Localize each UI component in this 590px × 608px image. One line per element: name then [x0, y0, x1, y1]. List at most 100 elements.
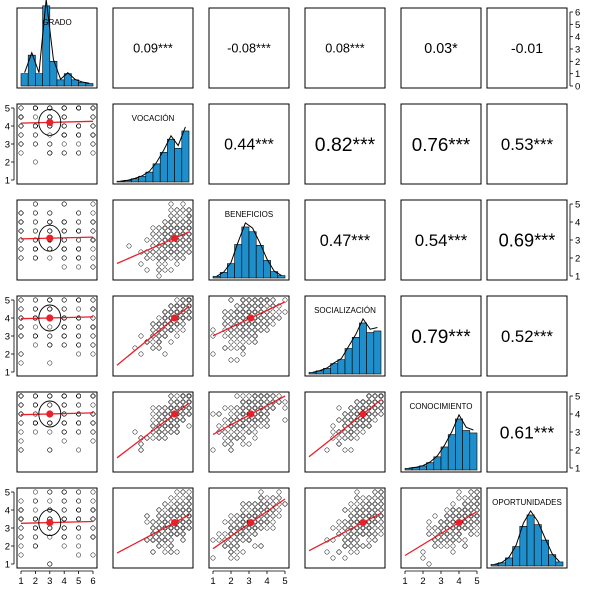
right-tick-label-4-3: 3: [575, 428, 580, 439]
scatter-point-5-2-310: [240, 513, 246, 519]
scatter-point-4-2-271: [240, 393, 246, 399]
scatter-point-3-2-281: [240, 315, 246, 321]
scatter-point-3-2-250: [246, 327, 252, 333]
scatter-point-4-1-251: [156, 423, 162, 429]
scatter-point-2-0-47: [47, 255, 53, 261]
scatter-point-4-1-184: [168, 393, 174, 399]
scatter-point-4-3-283: [342, 411, 348, 417]
scatter-point-5-2-206: [234, 537, 240, 543]
scatter-point-5-2-259: [258, 489, 264, 495]
scatter-point-5-0-119: [90, 534, 96, 540]
cell-frame-3-5: [486, 295, 568, 377]
scatter-point-5-3-4: [354, 489, 360, 495]
scatter-point-4-2-243: [264, 399, 270, 405]
scatter-point-4-3-209: [330, 435, 336, 441]
correlation-label-0-2: -0.08***: [227, 42, 271, 56]
correlation-label-3-4: 0.79***: [411, 327, 471, 348]
scatter-point-5-0-37: [32, 525, 38, 531]
scatter-point-1-0-117: [90, 105, 96, 111]
mean-ellipse-3-0: [38, 304, 62, 332]
fit-line-3-0: [20, 316, 94, 320]
scatter-point-5-3-292: [354, 519, 360, 525]
scatter-point-4-3-303: [342, 435, 348, 441]
scatter-point-5-4-139: [462, 495, 468, 501]
scatter-point-4-3-145: [372, 417, 378, 423]
scatter-point-4-2-197: [252, 399, 258, 405]
scatter-point-4-2-307: [240, 411, 246, 417]
scatter-point-3-0-79: [61, 342, 67, 348]
scatter-point-5-4-61: [474, 531, 480, 537]
scatter-point-4-2-284: [210, 411, 216, 417]
scatter-point-2-1-305: [186, 231, 192, 237]
bottom-tick-label-0-1: 1: [18, 576, 23, 587]
scatter-point-2-0-28: [32, 219, 38, 225]
scatter-point-3-2-117: [264, 321, 270, 327]
mean-point-3-1: [171, 314, 179, 322]
scatter-point-3-2-277: [234, 339, 240, 345]
scatter-point-5-0-117: [90, 507, 96, 513]
scatter-point-4-1-276: [156, 429, 162, 435]
scatter-point-2-0-72: [61, 264, 67, 270]
cell-frame-1-4: [400, 103, 482, 185]
histogram-bar-conocimiento-6: [447, 434, 456, 471]
scatter-point-5-3-191: [366, 495, 372, 501]
scatter-point-3-2-150: [276, 315, 282, 321]
variable-label-grado: GRADO: [42, 18, 71, 27]
scatter-point-4-1-313: [186, 393, 192, 399]
scatter-point-5-4-263: [474, 525, 480, 531]
scatter-point-5-4-274: [462, 501, 468, 507]
scatter-point-5-1-266: [168, 537, 174, 543]
correlation-label-2-3: 0.47***: [320, 232, 371, 250]
scatter-point-1-0-37: [32, 159, 38, 165]
scatter-point-5-3-275: [330, 525, 336, 531]
histogram-bar-socializacion-9: [373, 330, 382, 375]
left-tick-label-1-2: 2: [5, 158, 10, 169]
variable-label-beneficios: BENEFICIOS: [225, 210, 273, 219]
scatter-point-5-1-257: [156, 537, 162, 543]
scatter-point-1-0-96: [76, 105, 82, 111]
scatter-point-1-0-59: [47, 105, 53, 111]
scatter-point-3-2-266: [282, 309, 288, 315]
scatter-point-4-2-195: [264, 423, 270, 429]
scatter-point-5-1-312: [186, 519, 192, 525]
bottom-tick-label-4-2: 2: [420, 576, 425, 587]
scatter-point-4-2-278: [252, 417, 258, 423]
scatter-point-4-2-312: [228, 417, 234, 423]
scatter-point-3-1-276: [156, 315, 162, 321]
scatter-point-3-2-140: [258, 297, 264, 303]
scatter-point-5-4-272: [456, 531, 462, 537]
scatter-point-2-1-306: [168, 243, 174, 249]
scatter-point-4-3-278: [360, 423, 366, 429]
scatter-point-4-3-316: [360, 405, 366, 411]
scatter-point-5-0-90: [76, 525, 82, 531]
scatter-point-5-4-85: [450, 531, 456, 537]
histogram-bar-grado-5: [56, 79, 65, 87]
left-tick-label-3-1: 1: [5, 368, 10, 379]
scatter-point-3-2-264: [240, 327, 246, 333]
scatter-point-4-1-309: [174, 405, 180, 411]
scatter-point-5-2-251: [258, 519, 264, 525]
histogram-bar-oportunidades-6: [533, 524, 542, 567]
scatter-point-4-0-117: [90, 411, 96, 417]
right-tick-label-4-2: 2: [575, 446, 580, 457]
scatter-point-4-1-296: [174, 399, 180, 405]
histogram-bar-grado-3: [42, 5, 51, 87]
scatter-point-5-2-63: [270, 519, 276, 525]
scatter-point-5-4-319: [456, 537, 462, 543]
scatter-point-2-1-310: [162, 231, 168, 237]
scatter-point-5-4-231: [432, 543, 438, 549]
scatter-point-3-1-283: [180, 309, 186, 315]
density-line-socializacion: [312, 317, 378, 373]
scatter-point-5-3-301: [354, 507, 360, 513]
scatter-point-4-3-313: [372, 393, 378, 399]
scatter-point-2-1-282: [180, 219, 186, 225]
scatter-point-2-0-111: [90, 255, 96, 261]
scatter-point-5-1-187: [150, 531, 156, 537]
scatter-point-5-1-246: [156, 507, 162, 513]
scatter-point-5-1-290: [168, 507, 174, 513]
histogram-bar-beneficios-7: [263, 260, 271, 279]
scatter-point-5-2-229: [234, 555, 240, 561]
scatter-point-2-0-92: [76, 264, 82, 270]
scatter-point-5-2-282: [246, 507, 252, 513]
scatter-point-5-4-284: [450, 519, 456, 525]
